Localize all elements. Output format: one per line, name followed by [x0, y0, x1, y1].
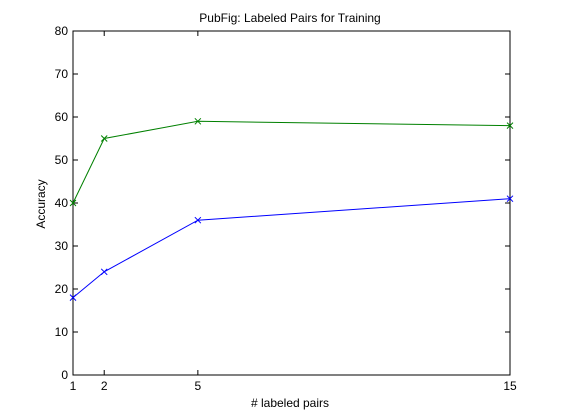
y-axis: 0 10 20 30 40 50 60 70 80	[55, 24, 510, 382]
data-point-marker	[100, 135, 108, 142]
x-tick-label: 1	[70, 379, 77, 393]
data-point-marker	[506, 195, 514, 203]
x-axis-label: # labeled pairs	[251, 396, 329, 410]
series-line-2	[72, 198, 511, 298]
x-tick-label: 5	[195, 379, 202, 393]
x-tick-label: 2	[101, 379, 108, 393]
y-tick-label: 50	[55, 153, 69, 167]
y-tick-label: 70	[55, 67, 69, 81]
y-tick-label: 10	[55, 325, 69, 339]
data-point-marker	[100, 268, 108, 276]
series-line-1	[72, 120, 511, 204]
x-axis: 1 2 5 15	[70, 31, 517, 393]
data-point-marker	[69, 199, 77, 207]
y-axis-label: Accuracy	[34, 179, 48, 228]
series-layer	[69, 117, 514, 301]
y-tick-label: 60	[55, 110, 69, 124]
plot-area	[72, 30, 511, 376]
y-tick-label: 30	[55, 239, 69, 253]
data-point-marker	[506, 122, 514, 129]
y-tick-label: 40	[55, 196, 69, 210]
y-tick-label: 20	[55, 282, 69, 296]
chart-title: PubFig: Labeled Pairs for Training	[199, 11, 380, 25]
y-tick-label: 0	[61, 368, 68, 382]
x-tick-label: 15	[503, 379, 517, 393]
y-tick-label: 80	[55, 24, 69, 38]
data-point-marker	[194, 216, 202, 224]
data-point-marker	[194, 117, 202, 125]
data-point-marker	[69, 294, 77, 301]
